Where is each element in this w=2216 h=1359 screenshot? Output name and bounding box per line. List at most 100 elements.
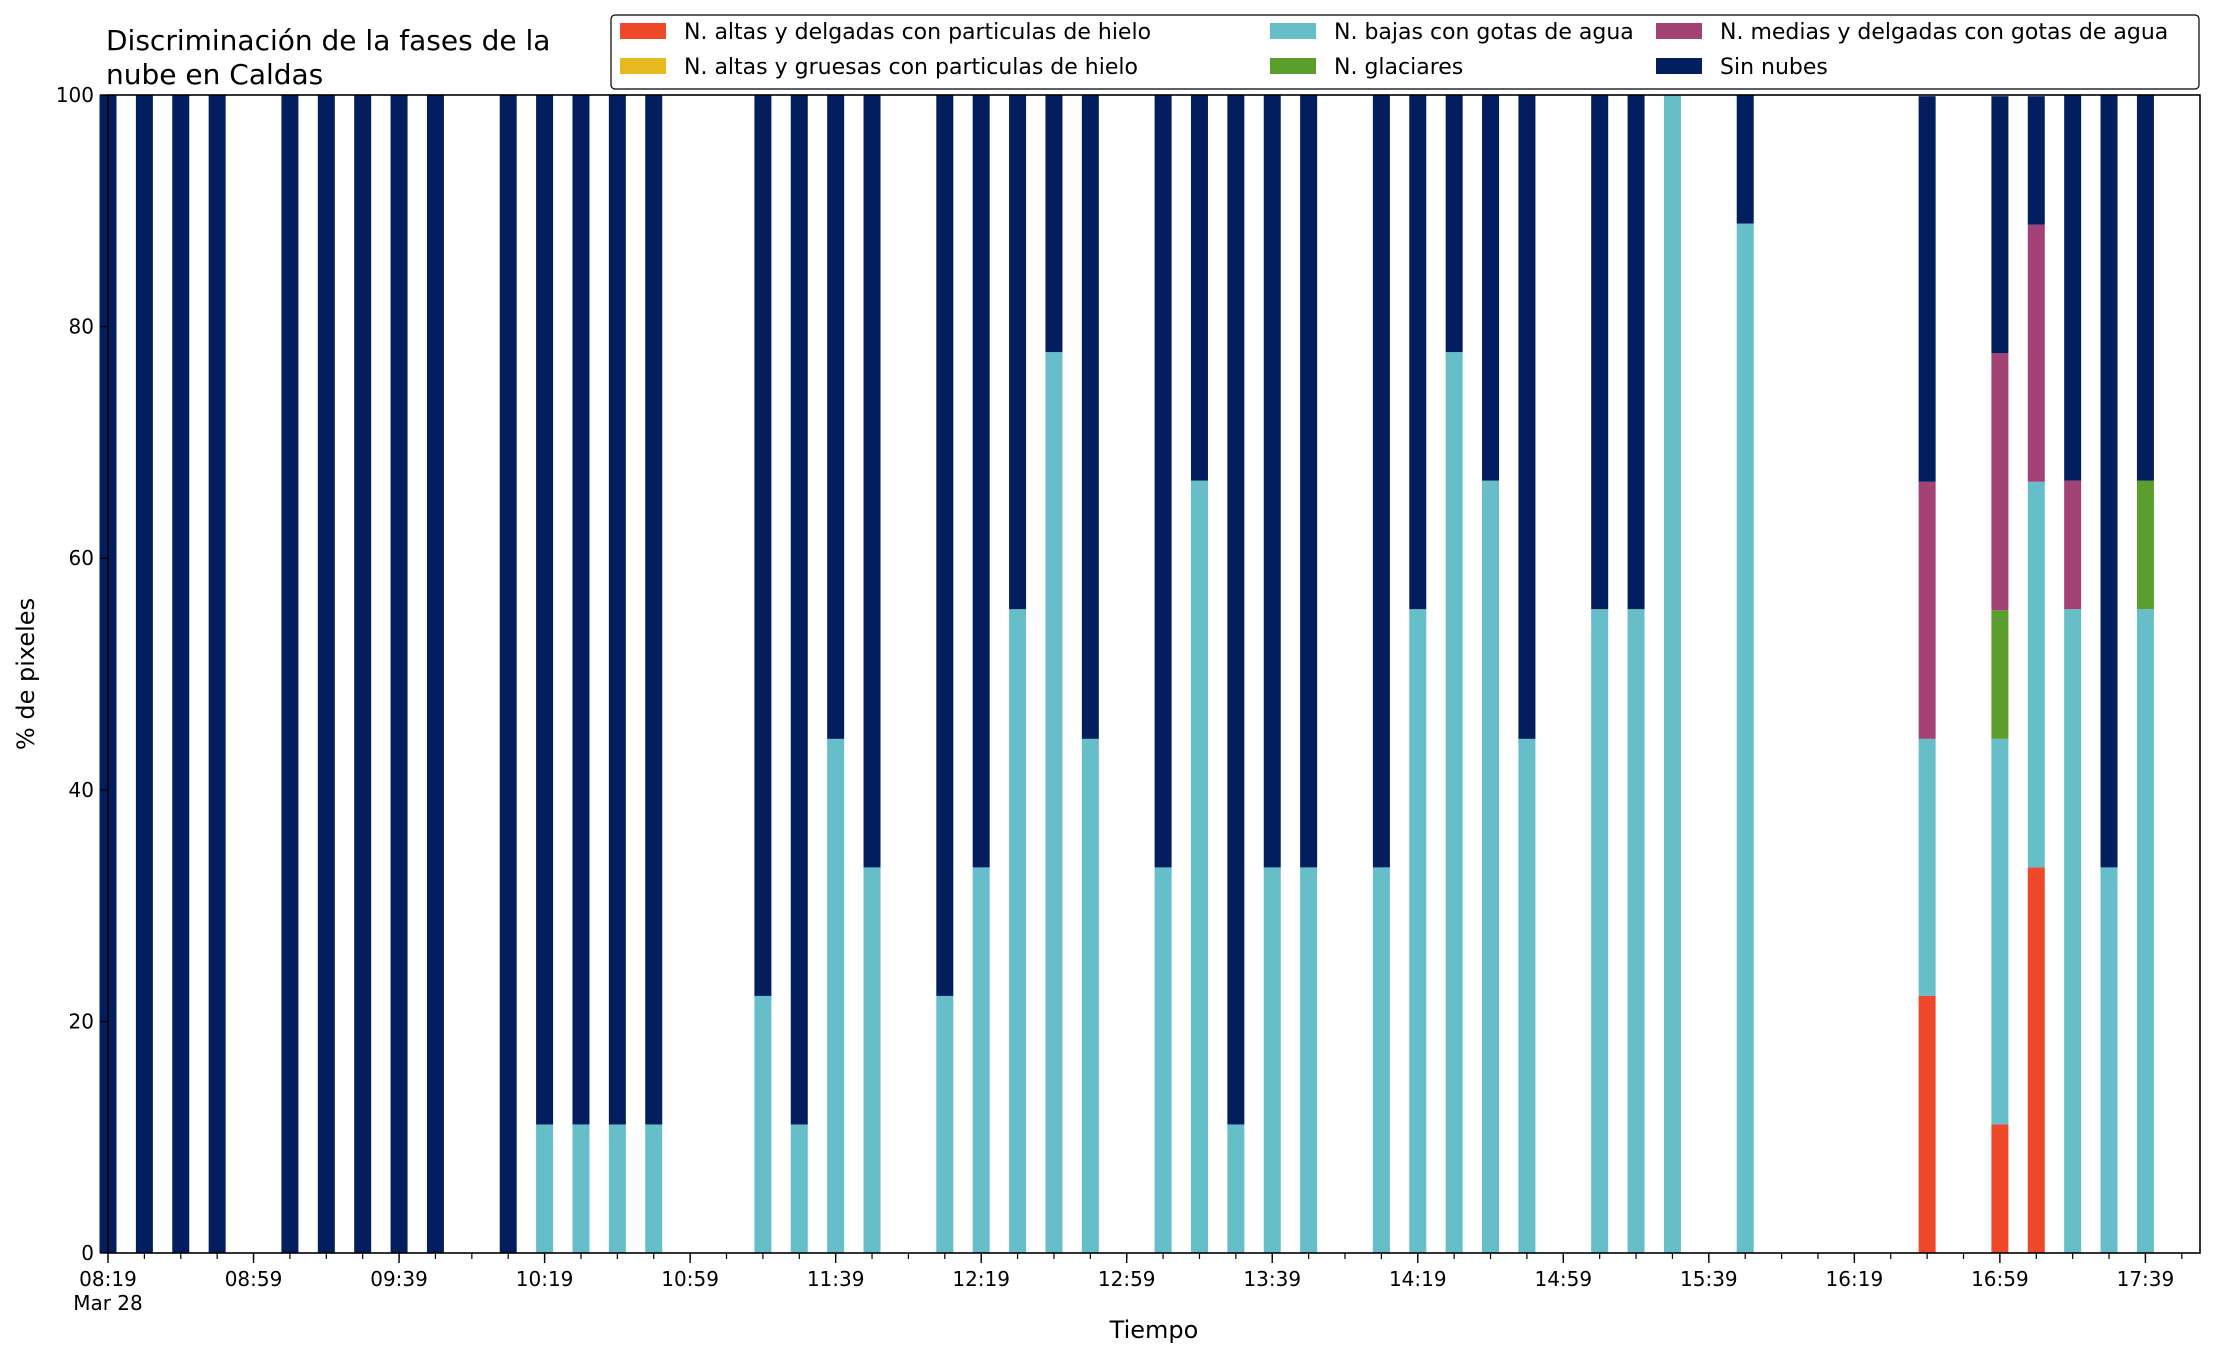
y-axis-label: % de pixeles [12, 598, 40, 750]
bar-segment [572, 95, 590, 1125]
bar-segment [1591, 609, 1609, 1253]
bar-segment [1991, 738, 2009, 1125]
bar-segment [1445, 95, 1463, 353]
bar-segment [972, 867, 990, 1253]
y-tick-label: 0 [81, 1241, 94, 1265]
bar-segment [1409, 609, 1427, 1253]
bar-segment [1445, 352, 1463, 1254]
bar-segment [354, 95, 372, 1253]
x-tick-label: 08:59 [225, 1267, 283, 1291]
legend-swatch [1656, 23, 1702, 39]
bar-segment [2027, 96, 2045, 225]
bar-segment [1736, 95, 1754, 224]
y-tick-label: 100 [56, 83, 94, 107]
legend-swatch [620, 23, 666, 39]
y-axis: 0 20 40 60 80 100 [56, 83, 108, 1265]
bar-segment [426, 95, 444, 1253]
bar-segment [1081, 95, 1099, 739]
bar-segment [1991, 610, 2009, 739]
bar-segment [790, 1124, 808, 1253]
bar-segment [1045, 352, 1063, 1254]
x-tick-label: 10:59 [661, 1267, 719, 1291]
bar-segment [608, 1124, 626, 1253]
bar-segment [1591, 95, 1609, 610]
bar-segment [208, 95, 226, 1253]
bar-segment [1009, 95, 1027, 610]
bar-segment [1154, 867, 1172, 1253]
x-tick-label: 15:39 [1680, 1267, 1738, 1291]
bar-segment [754, 995, 772, 1253]
bar-segment [2027, 867, 2045, 1253]
bar-segment [645, 1124, 663, 1253]
bar-segment [536, 1124, 554, 1253]
bar-segment [1263, 95, 1281, 868]
legend-label: N. glaciares [1334, 55, 1463, 80]
legend: N. altas y delgadas con particulas de hi… [610, 14, 2200, 90]
bar-segment [1009, 609, 1027, 1253]
bar-segment [281, 95, 299, 1253]
bar-segment [1300, 95, 1318, 868]
bar-segment [1045, 95, 1063, 353]
legend-box [610, 14, 2200, 90]
bar-segment [1081, 738, 1099, 1253]
x-tick-label: 16:19 [1826, 1267, 1884, 1291]
bar-segment [1518, 738, 1536, 1253]
bar-segment [1372, 867, 1390, 1253]
x-tick-label: 14:19 [1389, 1267, 1447, 1291]
bar-segment [317, 95, 335, 1253]
bar-segment [1663, 95, 1681, 1253]
bar-segment [863, 867, 881, 1253]
bar-segment [2064, 609, 2082, 1253]
x-tick-label: 10:19 [516, 1267, 574, 1291]
bar-segment [1918, 995, 1936, 1253]
bar-segment [1227, 95, 1245, 1125]
bar-segment [1918, 481, 1936, 739]
bar-segment [1991, 1124, 2009, 1253]
x-tick-label: 12:19 [952, 1267, 1010, 1291]
bar-segment [135, 95, 153, 1253]
legend-label: N. altas y gruesas con particulas de hie… [684, 55, 1138, 80]
bar-segment [936, 95, 954, 996]
bar-segment [1518, 95, 1536, 739]
x-tick-label: 11:39 [807, 1267, 865, 1291]
bar-segment [1263, 867, 1281, 1253]
x-tick-label: 09:39 [370, 1267, 428, 1291]
bar-segment [1918, 96, 1936, 482]
bar-segment [572, 1124, 590, 1253]
legend-label: N. medias y delgadas con gotas de agua [1720, 20, 2168, 45]
bar-segment [1409, 95, 1427, 610]
bar-segment [1190, 480, 1208, 1253]
bar-segment [2064, 95, 2082, 481]
x-tick-label: 08:19 [79, 1267, 137, 1291]
bar-segment [608, 95, 626, 1125]
legend-swatch [620, 58, 666, 74]
bar-segment [2136, 480, 2154, 610]
bar-segment [2136, 95, 2154, 481]
bar-segment [645, 95, 663, 1125]
y-tick-label: 80 [69, 315, 94, 339]
bar-segment [1991, 96, 2009, 354]
x-tick-label: 14:59 [1534, 1267, 1592, 1291]
plot-frame [107, 94, 2201, 1254]
legend-label: N. bajas con gotas de agua [1334, 20, 1634, 45]
y-tick-label: 40 [69, 778, 94, 802]
bar-segment [2100, 95, 2118, 868]
bar-segment [499, 95, 517, 1253]
bar-segment [2027, 481, 2045, 868]
bar-segment [972, 95, 990, 868]
bar-segment [754, 95, 772, 996]
bar-segment [2027, 224, 2045, 482]
x-tick-label: 16:59 [1971, 1267, 2029, 1291]
bar-segment [1991, 353, 2009, 611]
legend-label: N. altas y delgadas con particulas de hi… [684, 20, 1151, 45]
bar-segment [536, 95, 554, 1125]
bar-segment [1227, 1124, 1245, 1253]
bar-segment [1918, 738, 1936, 996]
x-axis-date-label: Mar 28 [73, 1291, 143, 1315]
bar-segment [2100, 867, 2118, 1253]
bar-segment [1627, 95, 1645, 610]
bar-segment [1627, 609, 1645, 1253]
bar-segment [827, 95, 845, 739]
